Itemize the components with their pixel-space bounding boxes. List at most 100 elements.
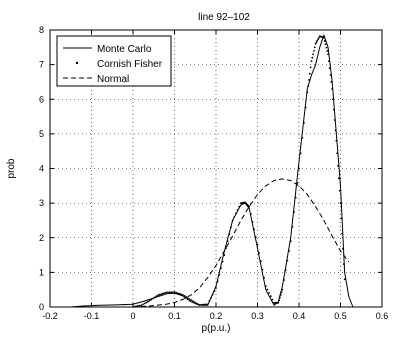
y-tick-label: 3 [39, 198, 44, 208]
series-normal [133, 179, 349, 307]
y-tick-label: 0 [39, 302, 44, 312]
y-tick-label: 4 [39, 164, 44, 174]
legend: Monte Carlo Cornish Fisher Normal [57, 36, 171, 86]
data-point [310, 66, 312, 68]
data-point [344, 278, 346, 280]
x-tick-label: -0.2 [42, 311, 58, 321]
data-point [215, 287, 217, 289]
data-point [145, 302, 147, 304]
data-point [330, 81, 332, 83]
data-point [187, 297, 189, 299]
y-tick-label: 6 [39, 94, 44, 104]
data-point [280, 294, 282, 296]
x-tick-label: 0.5 [334, 311, 347, 321]
data-point [339, 190, 341, 192]
data-point [252, 221, 254, 223]
data-point [335, 140, 337, 142]
data-point [330, 74, 332, 76]
data-point [203, 304, 205, 306]
data-point [291, 226, 293, 228]
data-point [144, 303, 146, 305]
data-point [281, 291, 283, 293]
data-point [317, 38, 319, 40]
legend-label-normal: Normal [97, 74, 129, 85]
data-point [220, 267, 222, 269]
data-point [195, 302, 197, 304]
data-point [218, 274, 220, 276]
data-point [169, 291, 171, 293]
data-point [270, 295, 272, 297]
data-point [316, 41, 318, 43]
data-point [225, 247, 227, 249]
data-point [170, 291, 172, 293]
data-point [179, 293, 181, 295]
data-point [147, 301, 149, 303]
data-point [217, 280, 219, 282]
data-point [295, 197, 297, 199]
data-point [228, 233, 230, 235]
data-point [337, 165, 339, 167]
y-tick-label: 7 [39, 60, 44, 70]
data-point [328, 60, 330, 62]
data-point [334, 119, 336, 121]
data-point [182, 294, 184, 296]
data-point [309, 73, 311, 75]
data-point [313, 50, 315, 52]
data-point [303, 122, 305, 124]
data-point [267, 289, 269, 291]
data-point [154, 297, 156, 299]
data-point [272, 299, 274, 301]
data-point [260, 260, 262, 262]
data-point [278, 299, 280, 301]
data-point [293, 211, 295, 213]
data-point [323, 37, 325, 39]
data-point [202, 304, 204, 306]
data-point [237, 209, 239, 211]
data-point [167, 291, 169, 293]
data-point [318, 37, 320, 39]
data-point [192, 300, 194, 302]
data-point [149, 300, 151, 302]
y-axis-label: prob [6, 158, 17, 178]
data-point [286, 260, 288, 262]
data-point [200, 304, 202, 306]
data-point [199, 304, 201, 306]
data-point [197, 303, 199, 305]
data-point [152, 298, 154, 300]
y-tick-label: 5 [39, 129, 44, 139]
data-point [190, 299, 192, 301]
data-point [285, 269, 287, 271]
data-point [164, 292, 166, 294]
data-point [232, 220, 234, 222]
data-point [194, 301, 196, 303]
y-tick-label: 1 [39, 267, 44, 277]
data-point [157, 294, 159, 296]
data-point [338, 177, 340, 179]
data-point [342, 248, 344, 250]
data-point [329, 67, 331, 69]
data-point [314, 46, 316, 48]
x-tick-label: -0.1 [84, 311, 100, 321]
data-point [160, 293, 162, 295]
data-point [301, 137, 303, 139]
data-point [258, 252, 260, 254]
data-point [290, 240, 292, 242]
data-point [233, 216, 235, 218]
data-point [333, 109, 335, 111]
data-point [262, 269, 264, 271]
data-point [250, 213, 252, 215]
x-tick-label: 0.2 [210, 311, 223, 321]
data-point [311, 57, 313, 59]
data-point [159, 294, 161, 296]
data-point [325, 43, 327, 45]
data-point [277, 302, 279, 304]
data-point [213, 290, 215, 292]
data-point [279, 297, 281, 299]
data-point [175, 292, 177, 294]
data-point [227, 240, 229, 242]
data-point [308, 79, 310, 81]
data-point [305, 107, 307, 109]
data-point [336, 152, 338, 154]
data-point [332, 98, 334, 100]
